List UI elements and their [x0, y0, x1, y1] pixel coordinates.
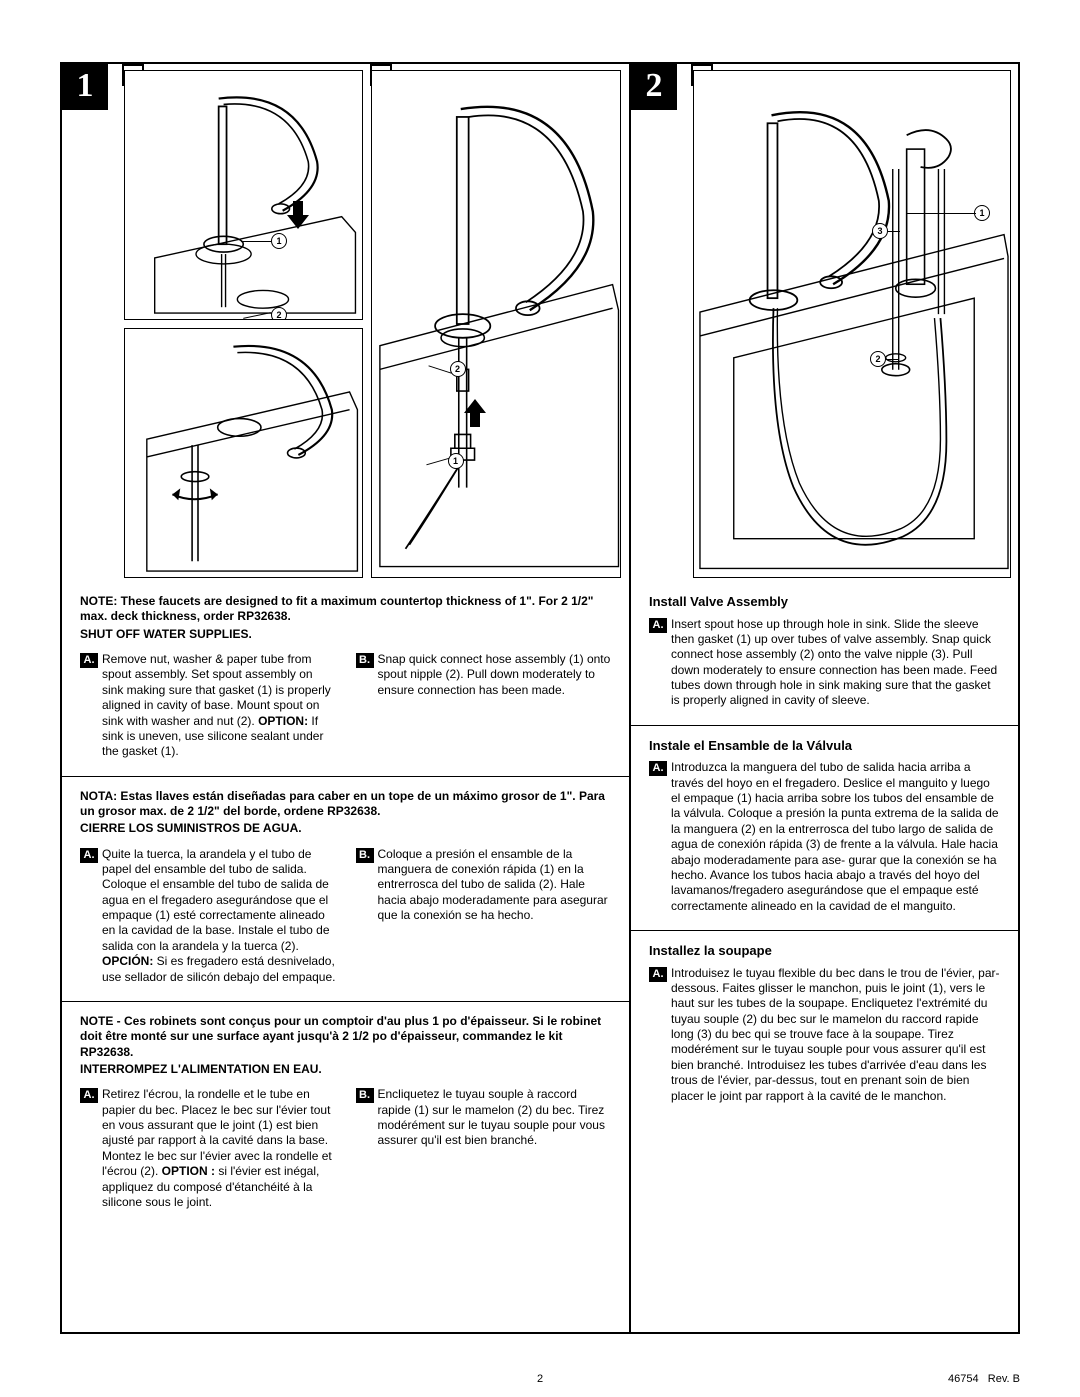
step2-diagram-a: 1 3 2 — [693, 70, 1011, 578]
letter-a-box: A. — [80, 848, 98, 863]
step1-text-fr: NOTE - Ces robinets sont conçus pour un … — [70, 1002, 621, 1226]
callout-circle: 1 — [448, 453, 464, 469]
step1-diagram-a-top: 1 2 — [124, 70, 363, 320]
arrow-up-icon — [462, 397, 488, 429]
callout-circle: 2 — [271, 307, 287, 320]
page-footer: 2 46754 Rev. B — [0, 1373, 1080, 1385]
page: 1 A. B. — [0, 0, 1080, 1397]
letter-a-box: A. — [80, 653, 98, 668]
note-en: NOTE: These faucets are designed to fit … — [80, 594, 611, 625]
step1-column: 1 A. B. — [62, 64, 631, 1332]
letter-a-box: A. — [80, 1088, 98, 1103]
step1-en-b: B. Snap quick connect hose assembly (1) … — [356, 652, 612, 698]
step2-column: 2 A. — [631, 64, 1019, 1332]
letter-b-box: B. — [356, 1088, 374, 1103]
step2-title-es: Instale el Ensamble de la Válvula — [649, 738, 1001, 755]
page-number: 2 — [0, 1373, 1080, 1385]
step2-title-fr: Installez la soupape — [649, 943, 1001, 960]
step1-fr-a: A. Retirez l'écrou, la rondelle et le tu… — [80, 1087, 336, 1210]
callout-circle: 3 — [872, 223, 888, 239]
arrow-down-icon — [285, 199, 311, 231]
note-es: NOTA: Estas llaves están diseñadas para … — [80, 789, 611, 820]
step1-text-en: NOTE: These faucets are designed to fit … — [70, 578, 621, 776]
step1-diagram-a-bottom — [124, 328, 363, 578]
letter-a-box: A. — [649, 761, 667, 776]
letter-b-box: B. — [356, 653, 374, 668]
step2-text-fr: Installez la soupape A. Introduisez le t… — [639, 931, 1011, 1120]
step2-es-a: A. Introduzca la manguera del tubo de sa… — [649, 760, 1001, 914]
step1-es-b: B. Coloque a presión el ensamble de la m… — [356, 847, 612, 924]
step1-es-a: A. Quite la tuerca, la arandela y el tub… — [80, 847, 336, 985]
callout-circle: 2 — [450, 361, 466, 377]
callout-circle: 1 — [271, 233, 287, 249]
step1-en-a: A. Remove nut, washer & paper tube from … — [80, 652, 336, 760]
step1-text-es: NOTA: Estas llaves están diseñadas para … — [70, 777, 621, 1001]
step2-number-box: 2 — [631, 64, 677, 110]
doc-rev: 46754 Rev. B — [948, 1373, 1020, 1385]
note-fr: NOTE - Ces robinets sont conçus pour un … — [80, 1014, 611, 1060]
step2-en-a: A. Insert spout hose up through hole in … — [649, 617, 1001, 709]
letter-a-box: A. — [649, 967, 667, 982]
shutoff-fr: INTERROMPEZ L'ALIMENTATION EN EAU. — [80, 1062, 611, 1077]
step1-diagram-b: 2 1 — [371, 70, 621, 578]
letter-b-box: B. — [356, 848, 374, 863]
step1-number-box: 1 — [62, 64, 108, 110]
callout-circle: 1 — [974, 205, 990, 221]
letter-a-box: A. — [649, 618, 667, 633]
shutoff-es: CIERRE LOS SUMINISTROS DE AGUA. — [80, 821, 611, 836]
callout-circle: 2 — [870, 351, 886, 367]
step2-text-es: Instale el Ensamble de la Válvula A. Int… — [639, 726, 1011, 930]
step1-fr-b: B. Encliquetez le tuyau souple à raccord… — [356, 1087, 612, 1148]
step2-title-en: Install Valve Assembly — [649, 594, 1001, 611]
step2-text-en: Install Valve Assembly A. Insert spout h… — [639, 578, 1011, 725]
content-frame: 1 A. B. — [60, 62, 1020, 1334]
shutoff-en: SHUT OFF WATER SUPPLIES. — [80, 627, 611, 642]
step2-fr-a: A. Introduisez le tuyau flexible du bec … — [649, 966, 1001, 1104]
